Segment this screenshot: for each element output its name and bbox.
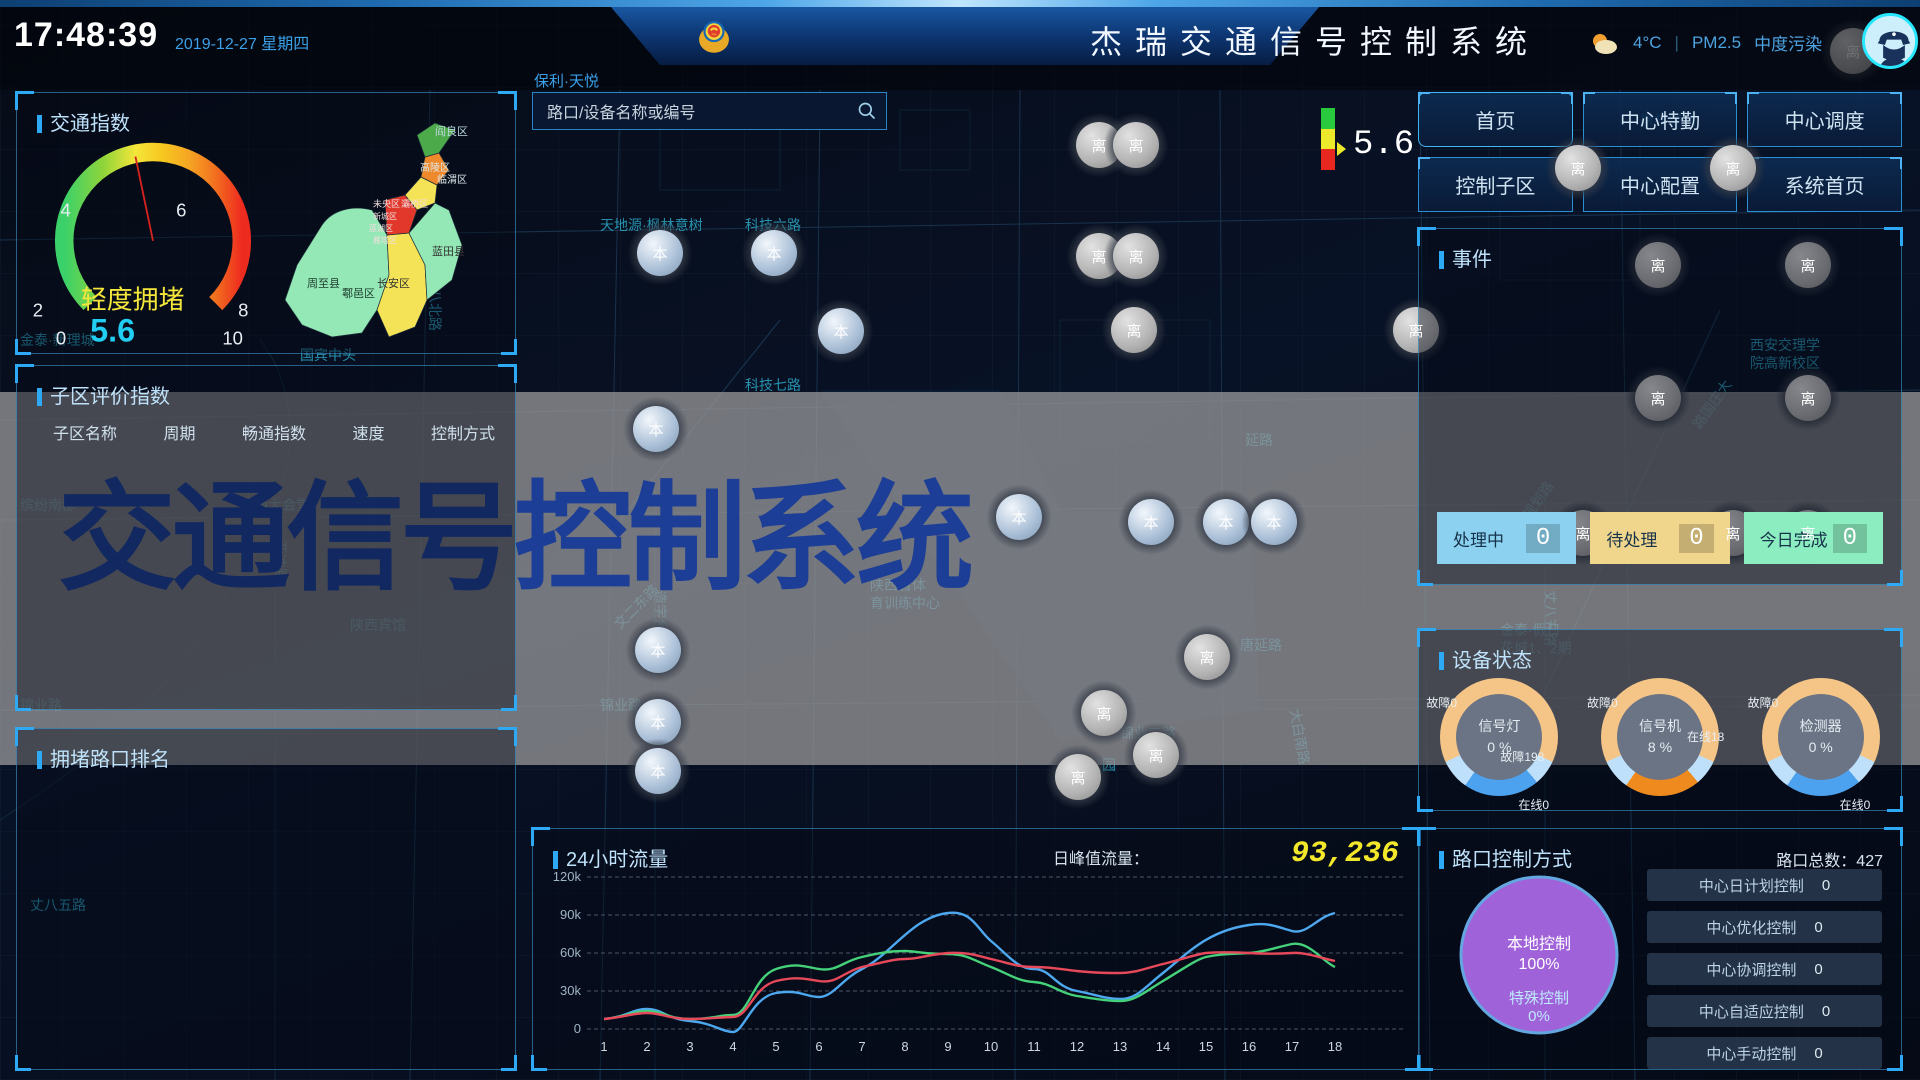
svg-text:5: 5 [772,1039,779,1054]
svg-text:30k: 30k [560,983,581,998]
svg-text:60k: 60k [560,945,581,960]
svg-text:1: 1 [600,1039,607,1054]
svg-text:9: 9 [944,1039,951,1054]
svg-text:14: 14 [1156,1039,1170,1054]
svg-text:莲湖区: 莲湖区 [369,223,393,233]
svg-text:8: 8 [238,300,248,321]
svg-text:7: 7 [858,1039,865,1054]
svg-text:8: 8 [901,1039,908,1054]
svg-text:长安区: 长安区 [377,276,410,290]
svg-text:雁塔区: 雁塔区 [373,235,397,245]
svg-text:灞桥区: 灞桥区 [401,198,428,209]
svg-text:未央区: 未央区 [373,198,400,209]
svg-text:特殊控制: 特殊控制 [1509,990,1569,1007]
svg-text:阎良区: 阎良区 [435,124,468,138]
svg-text:10: 10 [984,1039,998,1054]
svg-text:15: 15 [1199,1039,1213,1054]
svg-text:科技七路: 科技七路 [745,377,801,393]
svg-text:2: 2 [643,1039,650,1054]
svg-text:鄠邑区: 鄠邑区 [342,287,375,300]
svg-text:11: 11 [1027,1039,1041,1054]
svg-text:5.6: 5.6 [90,313,135,349]
svg-text:3: 3 [686,1039,693,1054]
svg-text:16: 16 [1242,1039,1256,1054]
svg-text:本地控制: 本地控制 [1507,935,1571,953]
svg-text:90k: 90k [560,907,581,922]
svg-text:18: 18 [1328,1039,1342,1054]
svg-text:周至县: 周至县 [307,277,340,290]
svg-text:新城区: 新城区 [373,211,397,221]
svg-text:4: 4 [729,1039,736,1054]
svg-text:0: 0 [56,327,66,348]
svg-text:12: 12 [1070,1039,1084,1054]
svg-text:6: 6 [815,1039,822,1054]
svg-text:100%: 100% [1519,956,1560,973]
svg-text:临渭区: 临渭区 [437,173,467,186]
svg-text:4: 4 [61,200,71,221]
svg-text:0%: 0% [1528,1008,1550,1025]
svg-text:17: 17 [1285,1039,1299,1054]
svg-text:高陵区: 高陵区 [420,161,450,174]
svg-text:2: 2 [33,300,43,321]
svg-text:6: 6 [176,200,186,221]
svg-text:0: 0 [574,1021,581,1036]
svg-text:120k: 120k [553,869,582,884]
svg-text:10: 10 [222,327,243,348]
svg-text:13: 13 [1113,1039,1127,1054]
svg-text:轻度拥堵: 轻度拥堵 [81,285,185,314]
svg-text:蓝田县: 蓝田县 [432,245,465,258]
